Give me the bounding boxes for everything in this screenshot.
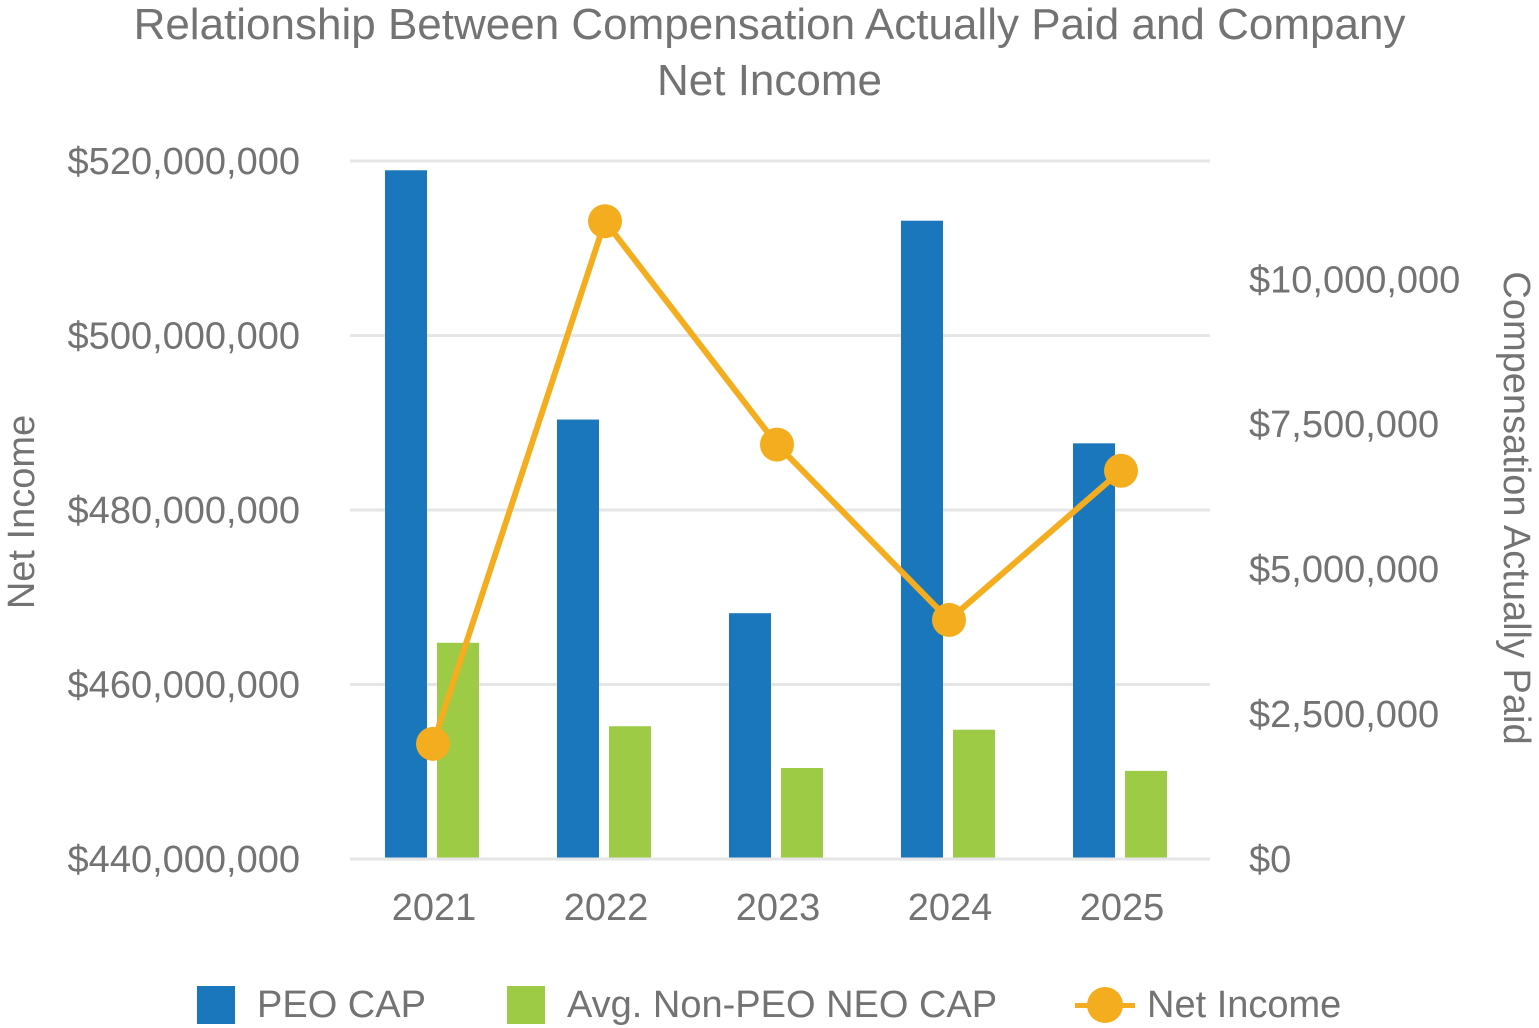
y-right-tick-label: $7,500,000 [1249,404,1439,446]
point-net-income [1104,453,1138,488]
y-left-tick-label: $440,000,000 [68,839,300,881]
legend-item-net-income: Net Income [1075,982,1341,1028]
point-net-income [416,726,450,761]
legend-label-net-income: Net Income [1147,983,1342,1026]
y-right-tick-label: $10,000,000 [1249,259,1460,301]
legend: PEO CAP Avg. Non-PEO NEO CAP Net Income [0,982,1539,1028]
bar-non-peo-cap [953,729,995,859]
y-left-tick-label: $460,000,000 [68,665,300,707]
legend-label-non-peo-cap: Avg. Non-PEO NEO CAP [567,983,998,1026]
y-right-tick-label: $5,000,000 [1249,549,1439,591]
y-right-axis-title: Compensation Actually Paid [1495,271,1537,744]
x-tick-label: 2025 [1080,887,1165,929]
bar-non-peo-cap [781,767,823,859]
legend-swatch-non-peo-cap [507,986,545,1024]
bar-peo-cap [1073,443,1115,859]
chart-title-line-1: Relationship Between Compensation Actual… [133,0,1406,49]
bar-peo-cap [385,170,427,859]
y-left-axis-title: Net Income [1,415,43,609]
point-net-income [588,204,622,239]
legend-item-peo-cap: PEO CAP [197,982,426,1028]
bar-peo-cap [557,419,599,859]
legend-item-non-peo-cap: Avg. Non-PEO NEO CAP [507,982,997,1028]
x-tick-label: 2023 [736,887,821,929]
bar-peo-cap [901,220,943,859]
chart-title-line-2: Net Income [657,56,882,105]
y-left-tick-label: $480,000,000 [68,490,300,532]
line-net-income [430,218,1123,745]
x-tick-label: 2024 [908,887,993,929]
y-right-tick-label: $2,500,000 [1249,694,1439,736]
bar-non-peo-cap [609,726,651,859]
chart-plot: $440,000,000 $460,000,000 $480,000,000 $500… [1,141,1537,929]
point-net-income [932,602,966,637]
legend-swatch-net-income [1075,986,1135,1024]
legend-label-peo-cap: PEO CAP [257,983,426,1026]
y-left-tick-label: $520,000,000 [68,141,300,183]
bar-peo-cap [729,613,771,859]
bar-non-peo-cap [1125,770,1167,859]
legend-swatch-peo-cap [197,986,235,1024]
point-net-income [760,427,794,462]
y-left-tick-label: $500,000,000 [68,316,300,358]
x-tick-label: 2022 [564,887,649,929]
x-tick-label: 2021 [392,887,477,929]
y-right-tick-label: $0 [1249,839,1291,881]
